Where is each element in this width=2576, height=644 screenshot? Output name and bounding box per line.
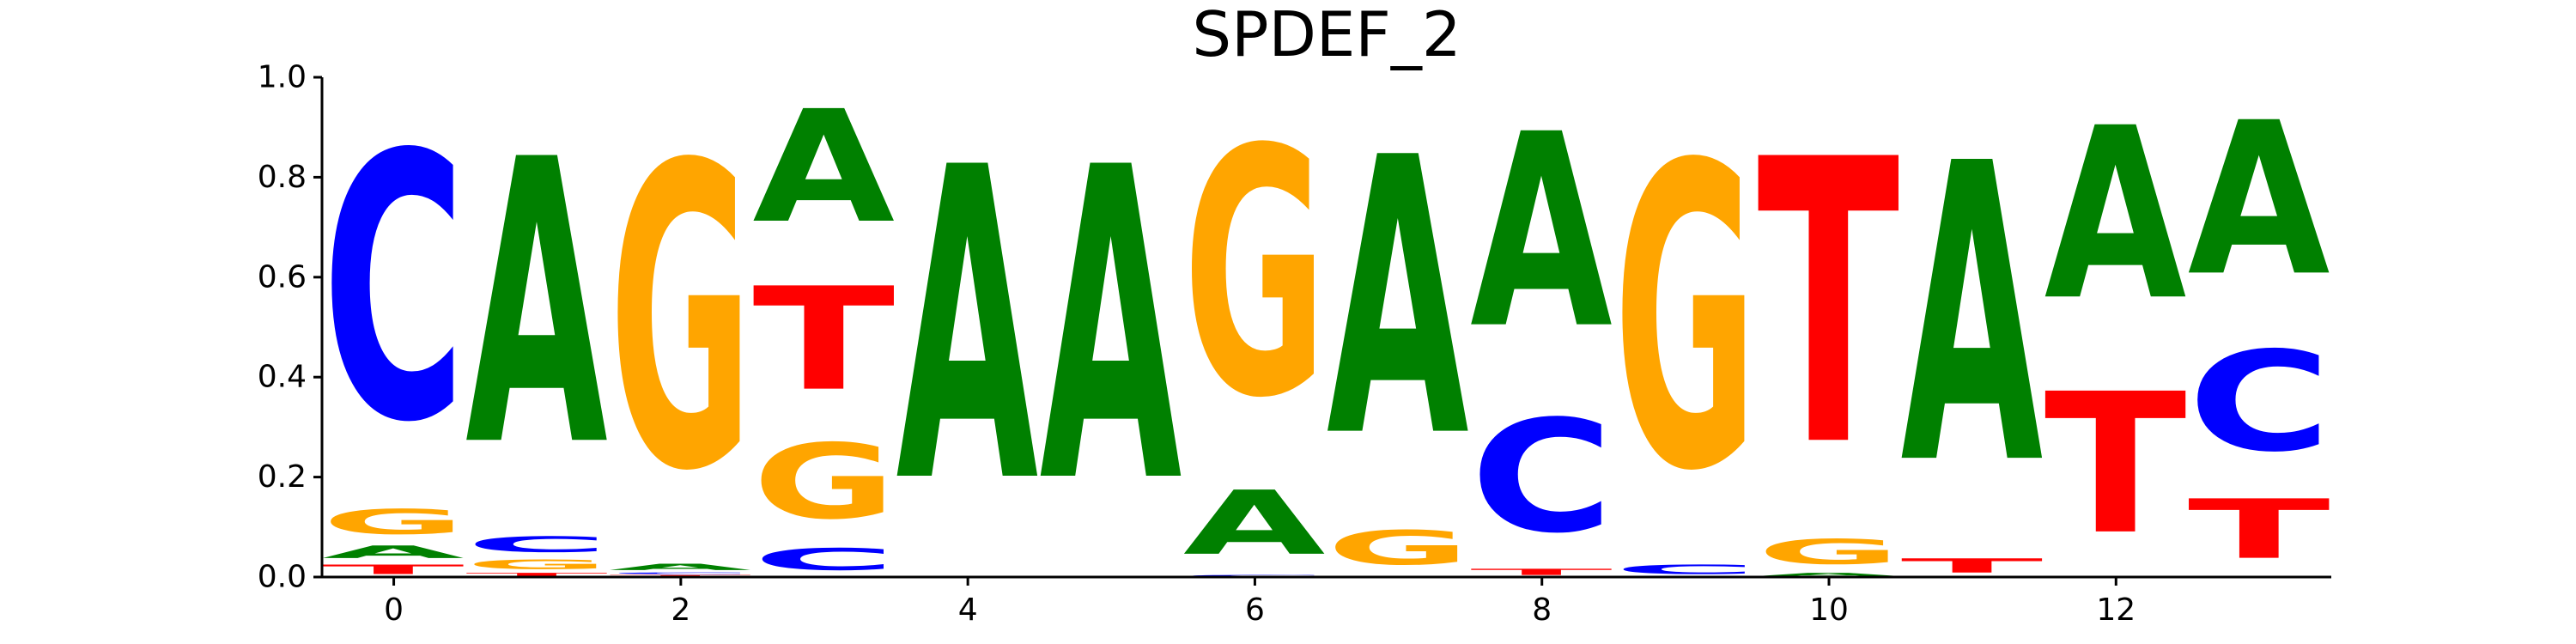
logo-letter-g: G	[1613, 77, 1757, 562]
logo-letter-c: C	[752, 543, 896, 578]
logo-letter-a: A	[2188, 79, 2330, 323]
logo-letter-t: T	[322, 562, 465, 578]
x-tick-label: 0	[384, 592, 404, 628]
logo-letter-t: T	[752, 257, 895, 422]
logo-letter-g: G	[322, 502, 465, 543]
y-tick-label: 0.2	[258, 459, 307, 495]
y-axis-ticks: 0.0 0.2 0.4 0.6 0.8 1.0	[258, 60, 322, 595]
y-tick-label: 0.8	[258, 160, 307, 195]
logo-letter-c: C	[465, 532, 609, 557]
logo-letter-a: A	[752, 77, 895, 258]
logo-letter-g: G	[1183, 78, 1327, 473]
logo-letter-a: A	[1327, 78, 1470, 521]
logo-letter-a: A	[609, 562, 751, 573]
chart-title: SPDEF_2	[1192, 0, 1461, 70]
logo-letter-a: A	[1901, 79, 2044, 556]
logo-letter-c: C	[609, 572, 752, 574]
x-tick-label: 8	[1532, 592, 1552, 628]
logo-letter-c: C	[2188, 323, 2331, 483]
logo-letter-t: T	[1757, 78, 1900, 533]
logo-letter-c: C	[322, 79, 465, 503]
x-tick-label: 12	[2096, 592, 2136, 628]
logo-letter-a: A	[1183, 472, 1326, 575]
logo-letter-g: G	[609, 77, 752, 562]
y-tick-label: 1.0	[258, 60, 307, 95]
logo-letter-a: A	[465, 77, 609, 532]
x-tick-label: 6	[1245, 592, 1265, 628]
logo-letter-a: A	[2044, 78, 2187, 353]
logo-letter-t: T	[2044, 353, 2187, 577]
logo-letter-a: A	[1470, 77, 1613, 387]
logo-letter-t: T	[1901, 555, 2044, 577]
logo-letter-t: T	[465, 572, 608, 577]
x-tick-label: 2	[671, 592, 690, 628]
logo-letter-g: G	[1327, 521, 1470, 576]
chart-axes	[320, 77, 2331, 579]
y-tick-label: 0.4	[258, 360, 307, 395]
y-tick-label: 0.6	[258, 259, 307, 295]
y-tick-label: 0.0	[258, 560, 307, 595]
logo-letter-g: G	[465, 557, 609, 572]
x-axis-ticks: 0 2 4 6 8 10 12	[384, 577, 2136, 628]
logo-letter-c: C	[1613, 562, 1757, 577]
logo-letter-a: A	[1040, 77, 1183, 577]
logo-letter-t: T	[2188, 483, 2330, 578]
logo-letter-a: A	[1757, 572, 1899, 577]
logo-letter-a: A	[322, 542, 465, 562]
logo-letter-g: G	[752, 422, 896, 542]
logo-letter-a: A	[896, 77, 1040, 577]
x-tick-label: 4	[958, 592, 978, 628]
logo-letter-t: T	[1470, 567, 1613, 577]
logo-letter-g: G	[1757, 532, 1900, 573]
x-tick-label: 10	[1809, 592, 1849, 628]
logo-letter-c: C	[1470, 387, 1613, 568]
